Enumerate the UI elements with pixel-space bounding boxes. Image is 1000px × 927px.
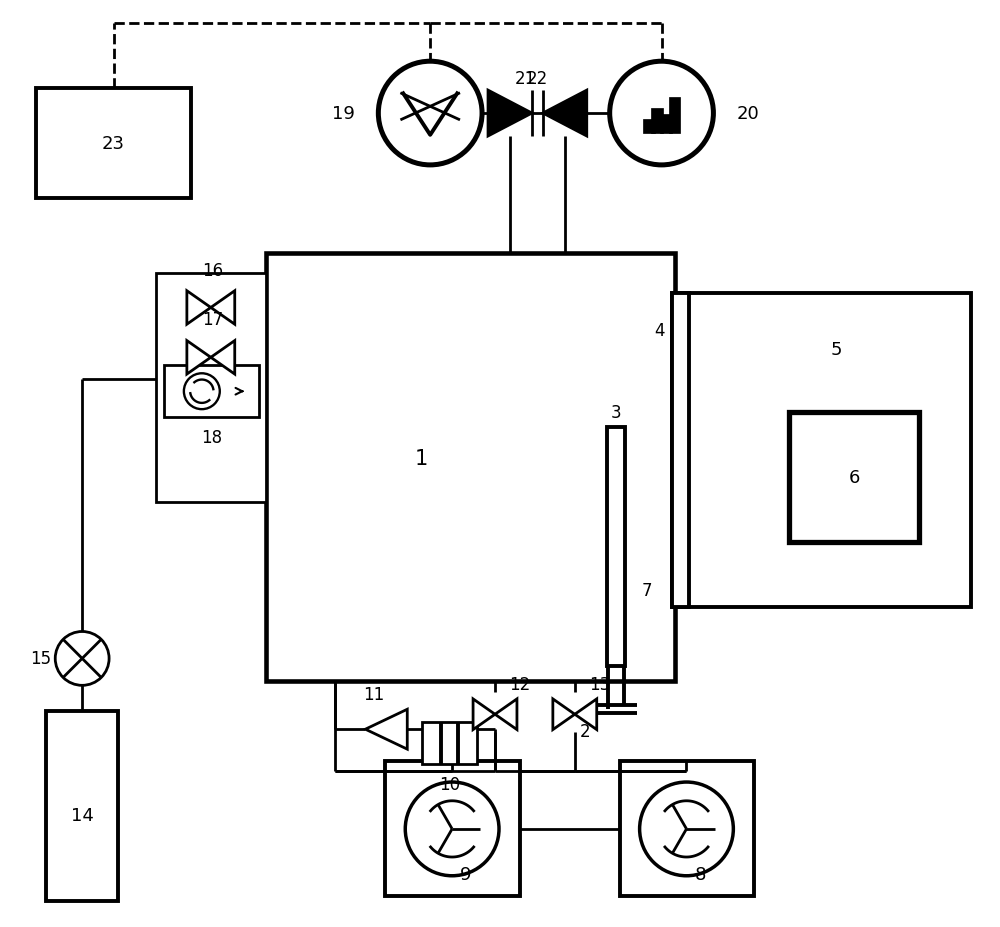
Circle shape [55,632,109,686]
Polygon shape [473,699,495,730]
Bar [156,273,266,502]
Polygon shape [553,699,575,730]
Bar [672,293,689,607]
Bar [164,366,259,418]
Bar [651,108,663,133]
Polygon shape [187,291,211,324]
Text: 20: 20 [737,105,760,123]
Polygon shape [488,91,532,137]
Text: 6: 6 [848,468,860,487]
Text: 21: 21 [514,70,536,88]
Polygon shape [543,91,587,137]
Bar [422,722,477,764]
Polygon shape [211,291,235,324]
Bar [643,121,655,133]
Text: 19: 19 [332,105,355,123]
Text: 13: 13 [589,676,610,693]
Bar [385,761,520,895]
Polygon shape [495,699,517,730]
Text: 23: 23 [102,134,125,153]
Circle shape [610,62,713,166]
Bar [266,253,675,681]
Polygon shape [211,341,235,375]
Text: 10: 10 [439,775,460,794]
Circle shape [184,374,220,410]
Text: 15: 15 [30,650,51,667]
Bar [620,761,754,895]
Bar [46,712,118,901]
Text: 14: 14 [71,806,94,824]
Bar [660,115,672,133]
Text: 7: 7 [642,581,652,599]
Polygon shape [187,341,211,375]
Bar [789,413,919,542]
Text: 16: 16 [202,261,223,279]
Text: 5: 5 [830,341,842,359]
Bar [607,427,625,667]
Circle shape [378,62,482,166]
Polygon shape [625,450,689,654]
Text: 17: 17 [202,311,223,329]
Text: 9: 9 [460,865,472,883]
Text: 18: 18 [201,428,222,447]
Polygon shape [365,709,407,749]
Text: 22: 22 [526,70,548,88]
Text: 12: 12 [509,676,531,693]
Text: 11: 11 [363,686,384,704]
Text: 8: 8 [695,865,706,883]
Polygon shape [575,699,597,730]
Circle shape [640,782,733,876]
Text: 1: 1 [414,449,428,469]
Text: 3: 3 [610,404,621,422]
Bar [36,89,191,198]
Bar [672,293,971,607]
Text: 4: 4 [654,322,665,340]
Bar [669,98,680,133]
Circle shape [405,782,499,876]
Text: 2: 2 [579,722,590,741]
